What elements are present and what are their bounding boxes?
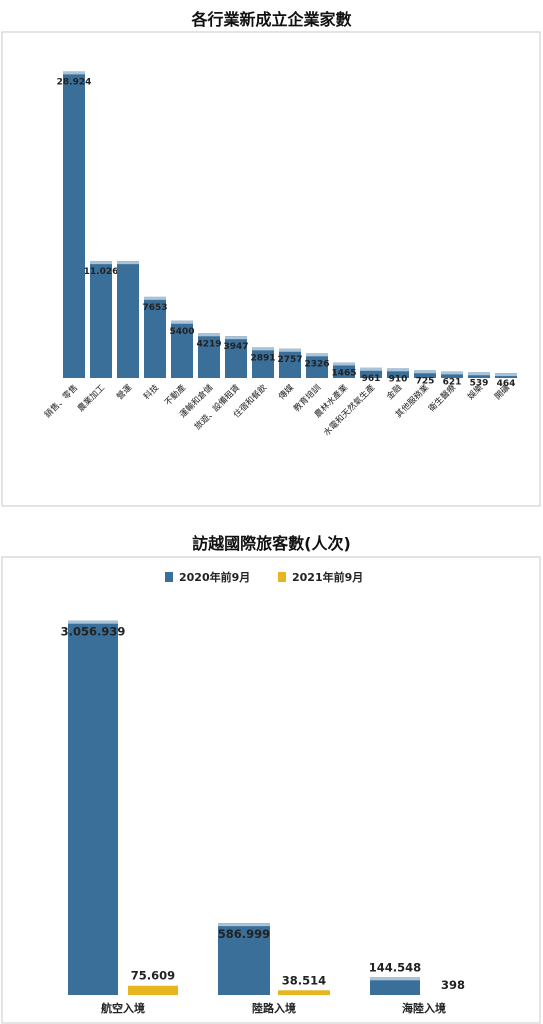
chart1-category-label: 科技 [141, 382, 161, 402]
chart2-bar-cap [218, 923, 270, 927]
chart1-value-label: 28.924 [57, 77, 92, 87]
chart1-value-label: 11.026 [84, 267, 119, 277]
chart1-value-label: 539 [470, 378, 489, 388]
chart1-bar [252, 347, 274, 378]
chart2-category-label: 海陸入境 [402, 1001, 446, 1015]
chart1-bar [198, 333, 220, 378]
chart1-value-label: 3947 [223, 342, 248, 352]
chart1-bar-cap [333, 362, 355, 366]
chart2-value-label: 398 [441, 978, 465, 992]
chart1-category-label: 金融 [384, 382, 404, 402]
chart1-bar-cap [441, 371, 463, 375]
chart1-bar [387, 368, 409, 378]
chart1-bar-cap [279, 348, 301, 352]
chart1-category-label: 不動產 [162, 382, 188, 408]
chart1-category-label: 銷售、零售 [42, 382, 80, 420]
chart1-bar [117, 261, 139, 378]
chart1-value-label: 2757 [277, 355, 302, 365]
chart1-value-label: 5400 [169, 327, 194, 337]
chart2-bar [278, 990, 330, 995]
chart1-bar-cap [414, 370, 436, 374]
chart1-value-label: 910 [389, 374, 408, 384]
chart1-value-label: 4219 [196, 339, 221, 349]
chart1-category-label: 傳媒 [276, 382, 296, 402]
chart2-legend-label: 2021年前9月 [292, 570, 363, 584]
chart1-frame [1, 31, 541, 507]
chart2-bar [370, 977, 420, 995]
chart1-value-label: 2891 [250, 353, 275, 363]
chart1-value-label: 2326 [304, 359, 329, 369]
chart1-bar-cap [360, 367, 382, 371]
chart1-bar-cap [171, 320, 193, 324]
chart1-category-label: 營運 [114, 382, 134, 402]
chart1-value-label: 7653 [142, 303, 167, 313]
chart1-bar-cap [144, 296, 166, 300]
chart1-bar-cap [225, 336, 247, 340]
chart1-bar-cap [468, 372, 490, 376]
chart1-bar-cap [117, 261, 139, 265]
chart1-bar-cap [63, 71, 85, 75]
chart1-bar-cap [306, 353, 328, 357]
chart1-bar-cap [252, 347, 274, 351]
chart2-bar [218, 923, 270, 995]
chart2-bar [128, 985, 178, 995]
chart2-frame [1, 556, 541, 1024]
chart2-value-label: 3.056.939 [61, 625, 126, 639]
chart2-title: 訪越國際旅客數(人次) [192, 534, 351, 553]
chart2-bar [68, 620, 118, 995]
chart2-legend-swatch [165, 572, 173, 582]
chart1-bar-cap [495, 373, 517, 377]
chart1-bar [171, 320, 193, 378]
chart1-bar [306, 353, 328, 378]
chart1-bar [90, 261, 112, 378]
chart2-legend-swatch [278, 572, 286, 582]
chart1-bar [225, 336, 247, 378]
chart1-bar [360, 367, 382, 378]
chart1-bar [279, 348, 301, 378]
chart1-bar [63, 71, 85, 378]
chart1-category-label: 旅遊、設備租賃 [192, 382, 242, 432]
chart1-bar [144, 296, 166, 378]
chart1-value-label: 464 [497, 379, 516, 389]
chart1-category-label: 農業加工 [75, 382, 107, 414]
chart2-bar-cap [370, 977, 420, 981]
chart2-category-label: 航空入境 [101, 1001, 145, 1015]
chart1-title: 各行業新成立企業家數 [191, 10, 352, 29]
chart2-value-label: 586.999 [218, 927, 270, 941]
chart1-svg: 28.924 銷售、零售 11.026 農業加工 營運 7653 科技 5400 不動產 4219… [1, 31, 541, 507]
chart2-bar-cap [68, 620, 118, 624]
chart1-bar-cap [198, 333, 220, 337]
chart2-legend-label: 2020年前9月 [179, 570, 250, 584]
chart1-bar-cap [90, 261, 112, 265]
chart1-value-label: 1465 [331, 368, 356, 378]
chart2-category-label: 陸路入境 [252, 1001, 296, 1015]
chart1-value-label: 961 [362, 374, 381, 384]
chart2-value-label: 144.548 [369, 960, 421, 974]
chart2-svg: 2020年前9月 2021年前9月 3.056.939 75.609 航空入境 586.9… [1, 556, 541, 1024]
chart2-value-label: 75.609 [131, 969, 175, 983]
chart2-legend: 2020年前9月 2021年前9月 [165, 570, 363, 584]
chart1-bar [414, 370, 436, 378]
chart1-value-label: 725 [416, 376, 435, 386]
chart1-bar [333, 362, 355, 378]
chart1-bar-cap [387, 368, 409, 372]
chart2-value-label: 38.514 [282, 973, 326, 987]
chart1-bar [441, 371, 463, 378]
chart1-value-label: 621 [443, 377, 462, 387]
